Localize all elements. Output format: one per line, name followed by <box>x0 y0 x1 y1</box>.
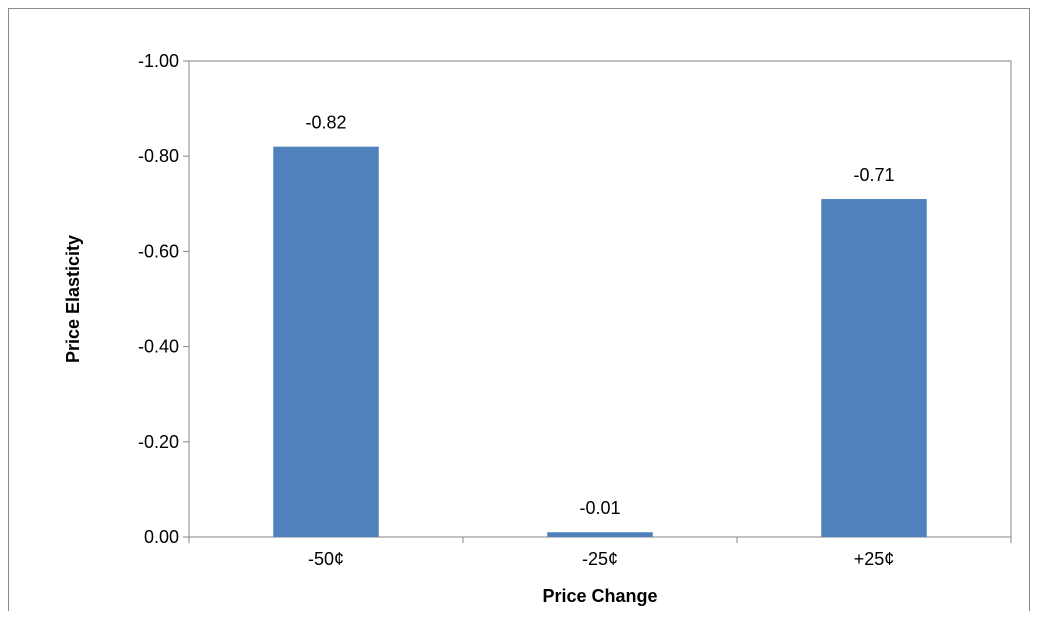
y-axis-title: Price Elasticity <box>63 235 83 363</box>
x-tick-label: -50¢ <box>308 549 344 569</box>
y-tick-label: -0.40 <box>138 337 179 357</box>
y-tick-label: -0.60 <box>138 241 179 261</box>
y-axis: 0.00 -0.20 -0.40 -0.60 -0.80 -1.00 <box>138 51 189 547</box>
x-axis-title: Price Change <box>542 586 657 606</box>
bar-data-label: -0.82 <box>305 113 346 133</box>
x-axis: -50¢ -25¢ +25¢ <box>188 537 1012 569</box>
bar-data-label: -0.71 <box>853 165 894 185</box>
bar <box>547 532 653 537</box>
bar-series: -0.82 -0.01 -0.71 <box>273 113 927 538</box>
y-tick-label: -0.20 <box>138 432 179 452</box>
y-tick-label: -1.00 <box>138 51 179 71</box>
x-tick-label: +25¢ <box>854 549 895 569</box>
y-tick-label: -0.80 <box>138 146 179 166</box>
chart-frame: 0.00 -0.20 -0.40 -0.60 -0.80 -1.00 -0.82 -0.01… <box>8 8 1030 611</box>
bar <box>273 146 379 537</box>
bar <box>821 199 927 538</box>
x-tick-label: -25¢ <box>582 549 618 569</box>
bar-data-label: -0.01 <box>579 498 620 518</box>
y-tick-label: 0.00 <box>144 527 179 547</box>
bar-chart: 0.00 -0.20 -0.40 -0.60 -0.80 -1.00 -0.82 -0.01… <box>63 51 1012 606</box>
